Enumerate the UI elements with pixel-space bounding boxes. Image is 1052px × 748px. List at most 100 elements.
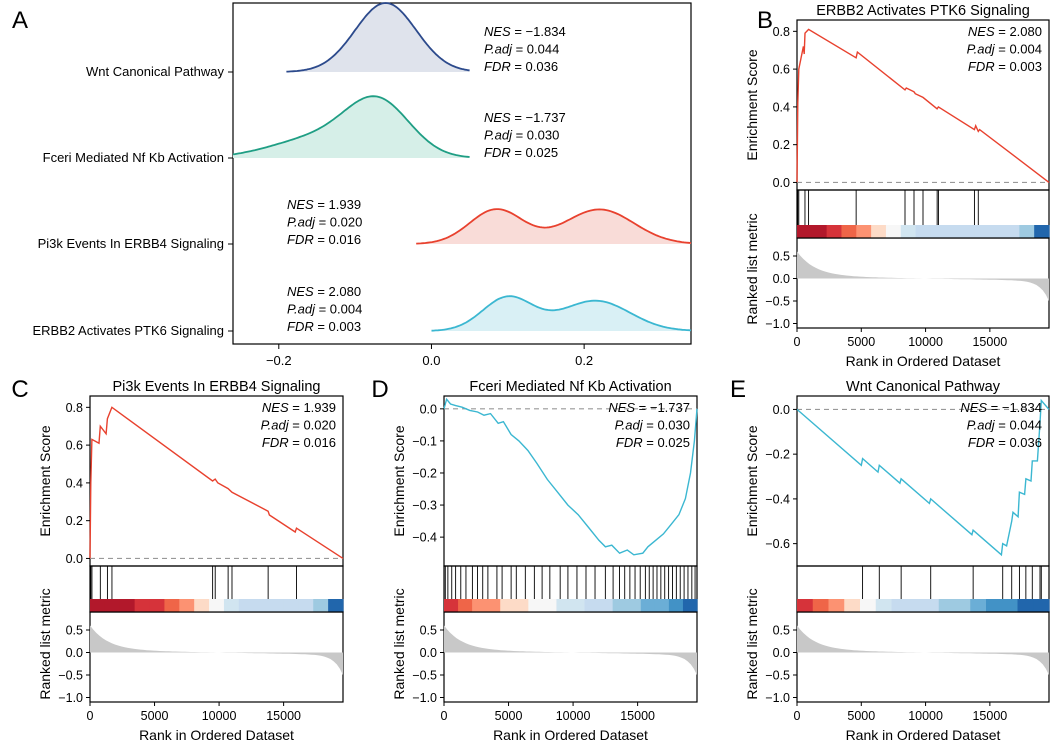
heat-band [970, 599, 987, 612]
heat-band [844, 599, 861, 612]
ridge-stat-fdr: FDR = 0.003 [287, 319, 361, 334]
ridge-x-tick-label: 0.2 [575, 353, 593, 368]
heat-band [907, 599, 924, 612]
metric-area [797, 625, 1049, 675]
x-tick-label: 0 [794, 709, 801, 723]
metric-area [90, 625, 343, 675]
es-y-tick-label: −0.6 [765, 537, 790, 551]
x-tick-label: 0 [87, 709, 94, 723]
heat-band [875, 599, 893, 612]
metric-y-tick-label: −1.0 [765, 317, 790, 331]
ridge-curve-3 [431, 295, 692, 332]
gsea-stat-padj: P.adj = 0.020 [261, 418, 336, 433]
ridge-stat-padj: P.adj = 0.020 [287, 215, 362, 230]
es-curve [443, 397, 698, 556]
heat-band [149, 599, 166, 612]
panel-a-ridgeline: −0.2 0.0 0.2 Wnt Canonical Pathway NES = −1.… [33, 2, 692, 368]
heat-band [923, 599, 940, 612]
heat-band [811, 225, 828, 238]
ridge-series-label: ERBB2 Activates PTK6 Signaling [33, 323, 225, 338]
metric-area [444, 625, 697, 675]
ridge-stat-nes: NES = 1.939 [287, 197, 361, 212]
heat-band [640, 599, 656, 612]
ridge-fill-0 [286, 3, 470, 72]
es-y-tick-label: 0.0 [66, 552, 83, 566]
heat-band [668, 599, 684, 612]
heat-band [500, 599, 515, 612]
heat-band [856, 225, 872, 238]
metric-y-label: Ranked list metric [744, 213, 760, 324]
gsea-stat-fdr: FDR = 0.036 [968, 435, 1042, 450]
metric-frame [796, 611, 1050, 703]
ridge-series-label: Wnt Canonical Pathway [86, 64, 225, 79]
heat-band [119, 599, 136, 612]
x-tick-label: 10000 [556, 709, 591, 723]
es-y-tick-label: −0.4 [412, 531, 437, 545]
heat-band [313, 599, 329, 612]
metric-y-tick-label: −0.5 [58, 669, 83, 683]
es-y-label: Enrichment Score [37, 425, 53, 536]
es-curve [796, 398, 1050, 557]
x-tick-label: 10000 [908, 709, 943, 723]
heat-band [989, 225, 1006, 238]
es-y-tick-label: 0.8 [66, 401, 83, 415]
gsea-stat-nes: NES = 2.080 [968, 24, 1042, 39]
heat-band [682, 599, 698, 612]
metric-y-tick-label: 0.0 [773, 646, 790, 660]
metric-y-tick-label: 0.0 [66, 646, 83, 660]
ridge-stat-fdr: FDR = 0.016 [287, 232, 361, 247]
es-y-tick-label: 0.6 [66, 439, 83, 453]
es-curve [796, 28, 1050, 183]
metric-y-tick-label: 0.5 [66, 624, 83, 638]
metric-y-label: Ranked list metric [391, 588, 407, 699]
metric-y-tick-label: −0.5 [412, 669, 437, 683]
heat-band [458, 599, 473, 612]
panel-b-gsea: ERBB2 Activates PTK6 Signaling 0.0 0.2 0.4 0… [744, 3, 1050, 369]
x-tick-label: 10000 [908, 335, 943, 349]
heat-band [612, 599, 628, 612]
es-y-tick-label: −0.3 [412, 499, 437, 513]
heat-band [1017, 599, 1034, 612]
ridge-stat-padj: P.adj = 0.030 [484, 128, 559, 143]
es-y-label: Enrichment Score [744, 49, 760, 160]
heat-band [1019, 225, 1035, 238]
heat-band [268, 599, 285, 612]
panel-letter-c: C [11, 376, 28, 403]
heat-band [871, 225, 887, 238]
panel-e-gsea: Wnt Canonical Pathway 0.0 −0.2 −0.4 −0.6 Enri… [744, 379, 1050, 743]
heat-band [472, 599, 487, 612]
es-y-tick-label: 0.0 [773, 176, 790, 190]
gsea-stat-nes: NES = 1.939 [262, 400, 336, 415]
metric-y-label: Ranked list metric [744, 588, 760, 699]
gsea-stat-padj: P.adj = 0.004 [967, 42, 1042, 57]
heat-band [915, 225, 932, 238]
heat-band [598, 599, 614, 612]
heat-band [900, 225, 917, 238]
x-tick-label: 5000 [141, 709, 169, 723]
x-tick-label: 15000 [620, 709, 655, 723]
ridge-x-tick-label: −0.2 [266, 353, 292, 368]
heat-band [1004, 225, 1020, 238]
heat-band [328, 599, 344, 612]
heat-band [1033, 599, 1050, 612]
ridge-x-tick-label: 0.0 [422, 353, 440, 368]
heat-band [986, 599, 1003, 612]
metric-y-tick-label: 0.5 [773, 250, 790, 264]
x-tick-label: 10000 [202, 709, 237, 723]
heat-band [542, 599, 558, 612]
ridge-stat-fdr: FDR = 0.025 [484, 145, 558, 160]
metric-y-tick-label: −0.5 [765, 295, 790, 309]
ridge-stat-padj: P.adj = 0.044 [484, 42, 559, 57]
es-y-tick-label: 0.0 [773, 403, 790, 417]
es-y-label: Enrichment Score [391, 425, 407, 536]
heat-band [974, 225, 991, 238]
metric-y-tick-label: 0.5 [773, 624, 790, 638]
heat-band [812, 599, 830, 612]
heat-band [298, 599, 314, 612]
metric-area [797, 251, 1049, 301]
heat-band [841, 225, 857, 238]
es-y-tick-label: 0.2 [773, 138, 790, 152]
x-axis-label: Rank in Ordered Dataset [846, 353, 1001, 369]
ridge-stat-fdr: FDR = 0.036 [484, 59, 558, 74]
heat-band [945, 225, 961, 238]
